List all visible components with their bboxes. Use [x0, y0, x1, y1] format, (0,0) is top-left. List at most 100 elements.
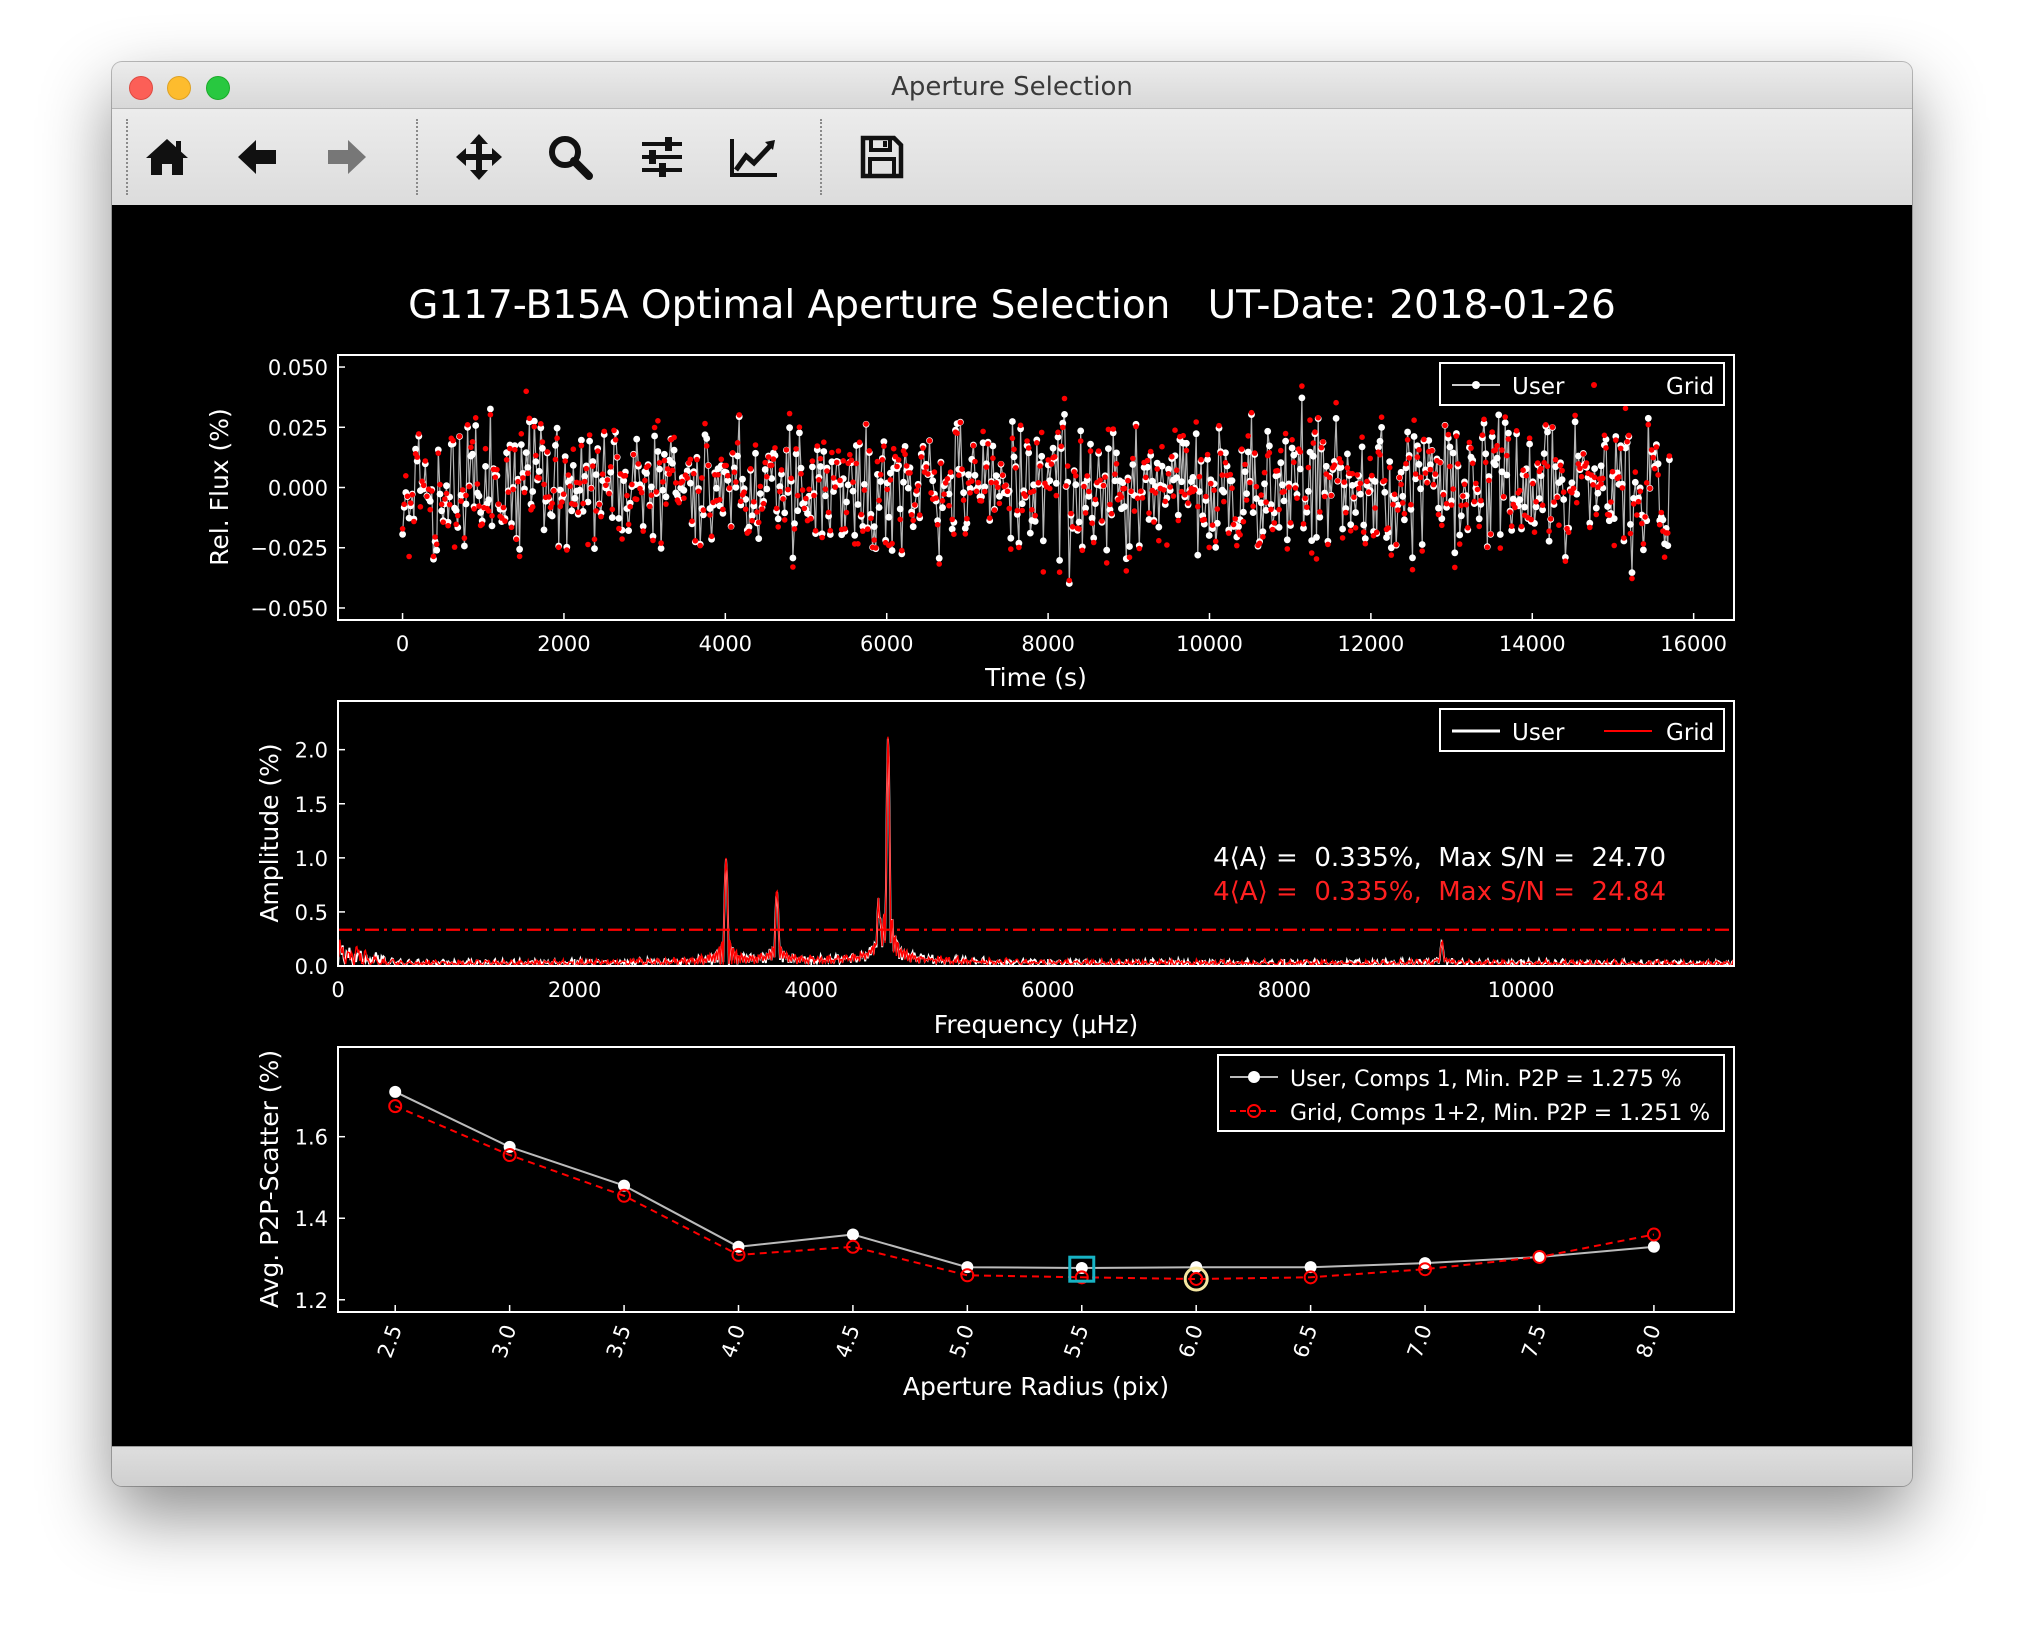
user-point [524, 464, 532, 471]
user-point [639, 523, 647, 530]
grid-point [1203, 493, 1209, 500]
close-window-button[interactable] [129, 76, 153, 100]
grid-point [868, 515, 874, 522]
grid-point [1172, 427, 1178, 433]
grid-point [705, 462, 712, 469]
zoom-button[interactable] [540, 127, 600, 187]
user-point [1361, 535, 1369, 542]
user-point [1007, 534, 1015, 542]
x-tick-label: 16000 [1660, 632, 1727, 656]
user-point [1394, 501, 1402, 509]
grid-point [629, 481, 635, 488]
x-tick-label: 14000 [1499, 632, 1566, 656]
forward-button[interactable] [317, 127, 377, 187]
user-point [1573, 490, 1581, 498]
user-point [1609, 472, 1616, 480]
grid-point [876, 497, 882, 504]
user-point [615, 515, 623, 522]
grid-point [1012, 465, 1019, 471]
user-point [1344, 450, 1351, 458]
subplots-button[interactable] [632, 127, 692, 187]
grid-point [529, 504, 536, 510]
maximize-window-button[interactable] [206, 76, 230, 100]
grid-point [1211, 487, 1217, 494]
grid-point [580, 500, 586, 507]
grid-point [1113, 461, 1120, 467]
grid-point [1458, 502, 1465, 509]
grid-scatter-point [1303, 1270, 1318, 1285]
grid-point [640, 528, 646, 534]
grid-point [541, 481, 547, 488]
grid-point [1304, 504, 1310, 511]
user-point [1347, 521, 1355, 528]
x-tick-label: 5.0 [945, 1322, 979, 1362]
grid-point [1095, 448, 1102, 454]
grid-point [1417, 474, 1424, 481]
grid-point [1606, 512, 1613, 518]
grid-point [1435, 511, 1442, 518]
grid-point [516, 553, 523, 560]
grid-point [1466, 439, 1473, 446]
back-button[interactable] [227, 127, 287, 187]
grid-point [824, 468, 830, 474]
grid-point [799, 487, 806, 493]
grid-point [1251, 450, 1258, 456]
user-point [1155, 523, 1163, 531]
grid-point [487, 411, 494, 418]
grid-point [660, 479, 666, 485]
user-point [1374, 444, 1382, 451]
grid-point [1341, 479, 1347, 485]
home-button[interactable] [137, 127, 197, 187]
y-tick-label: −0.050 [250, 597, 328, 621]
grid-point [1212, 538, 1219, 545]
user-point [1339, 525, 1346, 533]
grid-point [645, 463, 651, 469]
grid-point [1232, 516, 1238, 522]
minimize-window-button[interactable] [167, 76, 191, 100]
grid-point [1040, 569, 1047, 575]
user-point [1282, 437, 1289, 445]
grid-point [1169, 453, 1175, 460]
grid-point [567, 483, 573, 490]
grid-point [754, 509, 760, 515]
edit-axes-button[interactable] [724, 127, 784, 187]
grid-point [1151, 519, 1157, 525]
grid-point [1637, 488, 1643, 495]
user-point [1261, 480, 1268, 488]
grid-point [1099, 518, 1105, 524]
grid-point [780, 496, 786, 502]
grid-point [1590, 482, 1596, 488]
user-point [607, 468, 615, 476]
grid-point [1583, 460, 1590, 466]
user-point [1119, 479, 1127, 487]
grid-point [1068, 510, 1074, 517]
grid-point [1011, 446, 1017, 453]
grid-scatter-point [731, 1247, 746, 1262]
x-tick-label: 8.0 [1632, 1322, 1666, 1362]
grid-point [788, 475, 794, 482]
user-point [939, 504, 946, 512]
user-point [1342, 505, 1350, 512]
user-point [768, 475, 776, 482]
user-point [797, 464, 805, 472]
user-point [1241, 468, 1249, 476]
pan-button[interactable] [449, 127, 509, 187]
grid-point [1325, 541, 1331, 548]
grid-point [1647, 485, 1653, 492]
grid-point [1305, 464, 1312, 471]
grid-point [521, 489, 528, 496]
grid-point [1469, 460, 1476, 467]
save-button[interactable] [852, 127, 912, 187]
user-point [843, 498, 850, 506]
user-point [1103, 546, 1111, 554]
figure-canvas[interactable]: G117-B15A Optimal Aperture Selection UT-… [112, 205, 1912, 1446]
grid-point [1570, 485, 1577, 492]
grid-point [1237, 532, 1243, 538]
user-point [413, 457, 421, 465]
grid-point [1217, 450, 1224, 457]
grid-point [1286, 484, 1292, 490]
grid-point [520, 475, 526, 481]
user-point [713, 484, 720, 492]
user-point [1262, 506, 1270, 514]
grid-point [1333, 399, 1339, 406]
